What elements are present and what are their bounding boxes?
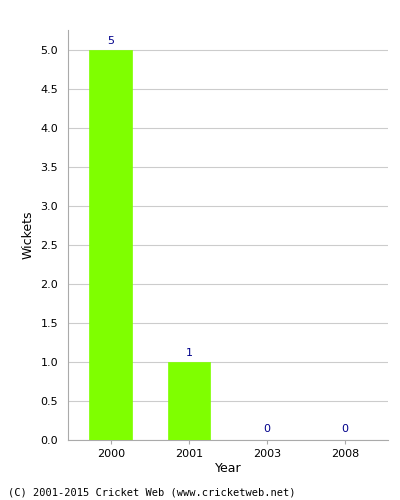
Text: 0: 0 — [342, 424, 348, 434]
Bar — [90, 50, 132, 440]
Text: 5: 5 — [108, 36, 114, 46]
Text: 0: 0 — [264, 424, 270, 434]
X-axis label: Year: Year — [215, 462, 241, 475]
Y-axis label: Wickets: Wickets — [22, 211, 35, 259]
Bar — [168, 362, 210, 440]
Text: (C) 2001-2015 Cricket Web (www.cricketweb.net): (C) 2001-2015 Cricket Web (www.cricketwe… — [8, 488, 296, 498]
Text: 1: 1 — [186, 348, 192, 358]
